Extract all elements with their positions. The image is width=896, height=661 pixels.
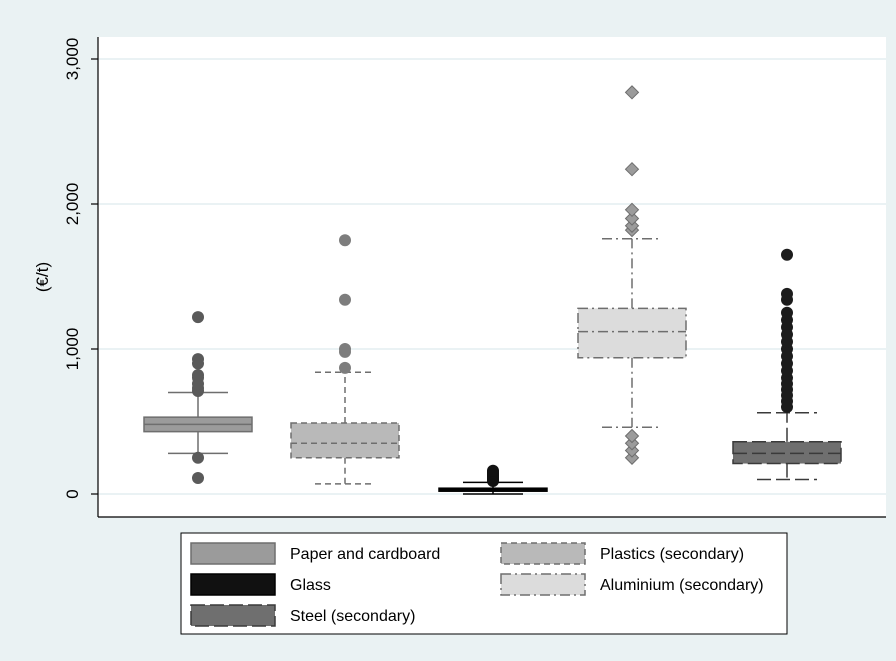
legend-label: Plastics (secondary) <box>600 546 744 563</box>
box-steel-secondary <box>732 248 842 481</box>
box-glass <box>438 464 548 495</box>
y-tick-label: 0 <box>63 489 82 498</box>
iqr-box <box>290 422 400 459</box>
legend-label: Paper and cardboard <box>290 546 440 563</box>
legend-item: Glass <box>190 573 331 596</box>
legend-swatch <box>190 542 276 565</box>
y-axis-ticks: 0 1,000 2,000 3,000 <box>63 38 98 499</box>
y-tick-label: 1,000 <box>63 328 82 371</box>
outlier-point <box>192 472 204 485</box>
outlier-point <box>624 436 640 451</box>
outlier-point <box>192 311 204 324</box>
outlier-point <box>487 464 499 477</box>
outlier-point <box>339 361 351 374</box>
iqr-box <box>732 441 842 465</box>
outlier-point <box>624 450 640 465</box>
outlier-point <box>192 369 204 382</box>
outlier-point <box>624 428 640 444</box>
outlier-point <box>624 211 640 226</box>
legend: Paper and cardboard Plastics (secondary) G… <box>190 542 764 627</box>
outlier-point <box>624 85 640 100</box>
box-plastics-secondary <box>290 234 400 485</box>
box-aluminium-secondary <box>577 85 687 465</box>
plot-area <box>98 37 886 517</box>
outlier-point <box>624 161 640 177</box>
outlier-point <box>781 306 793 319</box>
legend-item: Plastics (secondary) <box>500 542 744 565</box>
outlier-point <box>339 234 351 247</box>
legend-swatch <box>500 542 586 565</box>
legend-swatch <box>190 573 276 596</box>
outlier-point <box>781 287 793 300</box>
legend-swatch <box>190 604 276 627</box>
iqr-box <box>577 307 687 359</box>
outlier-point <box>192 451 204 464</box>
legend-label: Steel (secondary) <box>290 608 415 625</box>
outlier-point <box>339 293 351 306</box>
outlier-point <box>624 443 640 458</box>
legend-item: Aluminium (secondary) <box>500 573 764 596</box>
legend-label: Aluminium (secondary) <box>600 577 764 594</box>
y-tick-label: 2,000 <box>63 183 82 226</box>
grid-lines <box>98 58 886 495</box>
outlier-point <box>192 353 204 366</box>
outlier-point <box>624 202 640 218</box>
y-tick-label: 3,000 <box>63 38 82 81</box>
legend-item: Paper and cardboard <box>190 542 440 565</box>
box-series-group <box>143 85 842 495</box>
legend-box <box>180 532 788 635</box>
legend-swatch <box>500 573 586 596</box>
box-paper-and-cardboard <box>143 311 253 485</box>
outlier-point <box>781 248 793 261</box>
outlier-point <box>339 343 351 355</box>
legend-label: Glass <box>290 577 331 594</box>
y-axis-label: (€/t) <box>33 262 52 292</box>
legend-item: Steel (secondary) <box>190 604 415 627</box>
outlier-point <box>624 218 640 233</box>
